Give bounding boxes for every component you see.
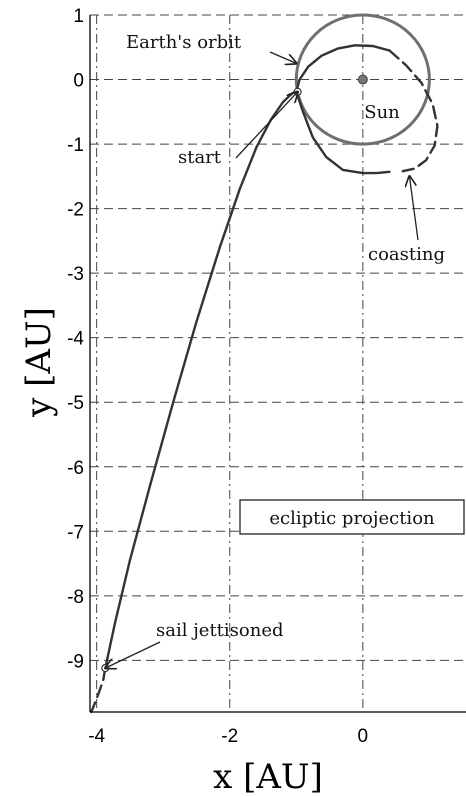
y-tick-label: -6 [67,458,84,479]
y-tick-label: 0 [73,71,84,92]
y-tick-label: 1 [73,6,84,27]
plot-points [101,74,368,673]
y-tick-label: -7 [67,522,84,543]
trajectory-sail-line [104,90,391,670]
x-tick-label: -2 [221,726,238,747]
x-tick-label: 0 [358,726,369,747]
ecliptic-projection-label: ecliptic projection [269,508,435,529]
y-tick-label: -9 [67,651,84,672]
x-axis-label: x [AU] [213,757,323,797]
coasting-label: coasting [368,244,445,265]
annotations: Earth's orbit Sun start coasting ecliptic pr… [105,32,465,668]
plot-series [90,13,439,714]
coasting-after-jettison-line [90,666,107,714]
ecliptic-projection-box [239,499,465,535]
start-arrow [235,92,298,159]
y-tick-label: -3 [67,264,84,285]
sail-jettisoned-arrow [105,641,161,668]
y-axis-label: y [AU] [19,307,59,418]
y-tick-label: -2 [67,200,84,221]
earth-s-orbit-label: Earth's orbit [126,32,242,53]
coasting-arrow [409,176,419,241]
y-tick-label: -4 [67,329,84,350]
earth-orbit-circle [294,13,431,146]
y-tick-label: -8 [67,587,84,608]
tick-labels: -4 -2 0 1 0 -1 -2 -3 -4 -5 -6 -7 -8 -9 [67,6,368,747]
grid [90,14,466,712]
earth-s-orbit-arrow [269,51,296,63]
sail-jettisoned-label: sail jettisoned [156,620,284,641]
start-label: start [178,147,222,168]
coasting-line [388,49,439,173]
y-tick-label: -5 [67,393,84,414]
trajectory-sail-loop-line [295,44,391,93]
sun-label: Sun [364,102,400,123]
x-tick-label: -4 [88,726,105,747]
plot-frame [89,15,466,713]
sun-marker [357,74,368,85]
y-tick-label: -1 [67,135,84,156]
